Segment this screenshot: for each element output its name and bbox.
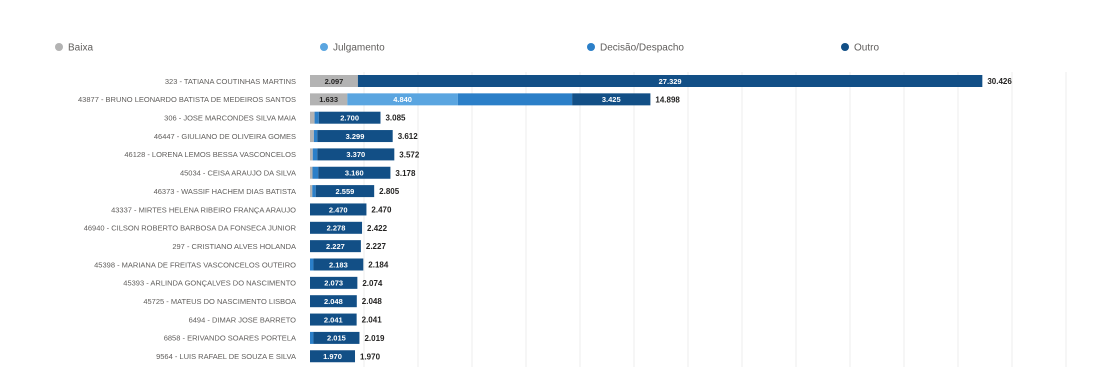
bar-segment[interactable] <box>310 295 357 308</box>
bar-segment[interactable] <box>312 148 318 161</box>
total-label: 2.019 <box>364 334 385 343</box>
data-label: 2.470 <box>329 205 348 214</box>
bar-segment[interactable] <box>457 93 573 106</box>
data-label: 2.048 <box>324 297 343 306</box>
category-label: 323 - TATIANA COUTINHAS MARTINS <box>165 77 296 86</box>
category-label: 46940 - CILSON ROBERTO BARBOSA DA FONSEC… <box>84 224 297 233</box>
category-label: 6858 - ERIVANDO SOARES PORTELA <box>164 334 296 343</box>
bar-segment[interactable] <box>357 75 983 87</box>
bar-segment[interactable] <box>314 111 319 124</box>
total-label: 3.178 <box>395 169 416 178</box>
total-label: 2.074 <box>362 279 383 288</box>
bar-segment[interactable] <box>310 221 363 234</box>
bar-segment[interactable] <box>313 130 318 143</box>
bar-segment[interactable] <box>310 166 313 179</box>
data-label: 3.370 <box>346 150 365 159</box>
legend-label[interactable]: Outro <box>854 43 879 54</box>
data-label: 2.700 <box>340 114 359 123</box>
data-label: 2.073 <box>324 279 343 288</box>
data-label: 2.097 <box>325 77 344 86</box>
total-label: 2.041 <box>362 316 383 325</box>
data-label: 4.840 <box>393 95 412 104</box>
bars: 2.097 27.329 30.426 1.633 4.840 3.425 14.898 2.… <box>310 75 1012 363</box>
category-label: 43337 - MIRTES HELENA RIBEIRO FRANÇA ARA… <box>111 205 296 214</box>
bar-segment[interactable] <box>310 258 314 271</box>
data-label: 2.041 <box>324 315 343 324</box>
total-label: 2.422 <box>367 224 388 233</box>
bar-segment[interactable] <box>572 93 651 106</box>
bar-segment[interactable] <box>310 313 357 326</box>
bar-segment[interactable] <box>317 148 395 161</box>
bar-segment[interactable] <box>310 130 314 143</box>
total-label: 3.572 <box>399 150 420 159</box>
data-label: 3.160 <box>345 169 364 178</box>
data-label: 2.183 <box>329 260 348 269</box>
category-label: 297 - CRISTIANO ALVES HOLANDA <box>172 242 296 251</box>
bar-segment[interactable] <box>310 75 358 87</box>
category-label: 45398 - MARIANA DE FREITAS VASCONCELOS O… <box>94 260 296 269</box>
category-label: 46447 - GIULIANO DE OLIVEIRA GOMES <box>154 132 296 141</box>
bar-segment[interactable] <box>310 240 361 253</box>
category-label: 46128 - LORENA LEMOS BESSA VASCONCELOS <box>124 150 296 159</box>
category-label: 6494 - DIMAR JOSE BARRETO <box>189 315 297 324</box>
total-label: 2.227 <box>366 242 387 251</box>
legend-label[interactable]: Baixa <box>68 43 93 54</box>
bar-segment[interactable] <box>310 350 356 363</box>
data-label: 3.299 <box>346 132 365 141</box>
legend-marker <box>841 43 849 51</box>
total-label: 1.970 <box>360 352 381 361</box>
legend-label[interactable]: Julgamento <box>333 43 385 54</box>
legend-label[interactable]: Decisão/Despacho <box>600 43 684 54</box>
category-labels: 323 - TATIANA COUTINHAS MARTINS 43877 - B… <box>78 77 297 361</box>
gridlines <box>363 72 1067 367</box>
category-label: 45725 - MATEUS DO NASCIMENTO LISBOA <box>143 297 296 306</box>
bar-segment[interactable] <box>318 166 391 179</box>
legend-marker <box>55 43 63 51</box>
total-label: 3.085 <box>385 114 406 123</box>
bar-segment[interactable] <box>318 111 381 124</box>
total-label: 3.612 <box>398 132 419 141</box>
bar-segment[interactable] <box>317 130 393 143</box>
category-label: 45393 - ARLINDA GONÇALVES DO NASCIMENTO <box>123 279 296 288</box>
bar-segment[interactable] <box>313 258 364 271</box>
total-label: 2.470 <box>371 205 392 214</box>
data-label: 1.633 <box>319 95 338 104</box>
bar-segment[interactable] <box>310 111 315 124</box>
bar-segment[interactable] <box>312 166 319 179</box>
total-label: 2.048 <box>362 297 383 306</box>
bar-segment[interactable] <box>310 203 367 216</box>
bar-segment[interactable] <box>312 185 316 198</box>
total-label: 30.426 <box>987 77 1012 86</box>
bar-segment[interactable] <box>310 331 314 344</box>
category-label: 9564 - LUIS RAFAEL DE SOUZA E SILVA <box>156 352 296 361</box>
bar-segment[interactable] <box>315 185 375 198</box>
data-label: 1.970 <box>323 352 342 361</box>
data-label: 3.425 <box>602 95 621 104</box>
bar-segment[interactable] <box>313 331 360 344</box>
data-label: 2.278 <box>327 224 346 233</box>
category-label: 306 - JOSE MARCONDES SILVA MAIA <box>164 114 296 123</box>
legend: Baixa Julgamento Decisão/Despacho Outro <box>55 43 879 54</box>
legend-marker <box>587 43 595 51</box>
bar-segment[interactable] <box>310 276 358 289</box>
bar-segment[interactable] <box>310 148 313 161</box>
category-label: 46373 - WASSIF HACHEM DIAS BATISTA <box>154 187 296 196</box>
bar-segment[interactable] <box>347 93 458 106</box>
total-label: 2.805 <box>379 187 400 196</box>
data-label: 27.329 <box>659 77 682 86</box>
category-label: 43877 - BRUNO LEONARDO BATISTA DE MEDEIR… <box>78 95 296 104</box>
legend-marker <box>320 43 328 51</box>
data-label: 2.227 <box>326 242 345 251</box>
bar-segment[interactable] <box>310 93 348 106</box>
total-label: 2.184 <box>368 261 389 270</box>
bar-segment[interactable] <box>310 185 313 198</box>
data-label: 2.559 <box>336 187 355 196</box>
total-label: 14.898 <box>655 95 680 104</box>
data-label: 2.015 <box>327 334 346 343</box>
category-label: 45034 - CEISA ARAUJO DA SILVA <box>180 169 296 178</box>
